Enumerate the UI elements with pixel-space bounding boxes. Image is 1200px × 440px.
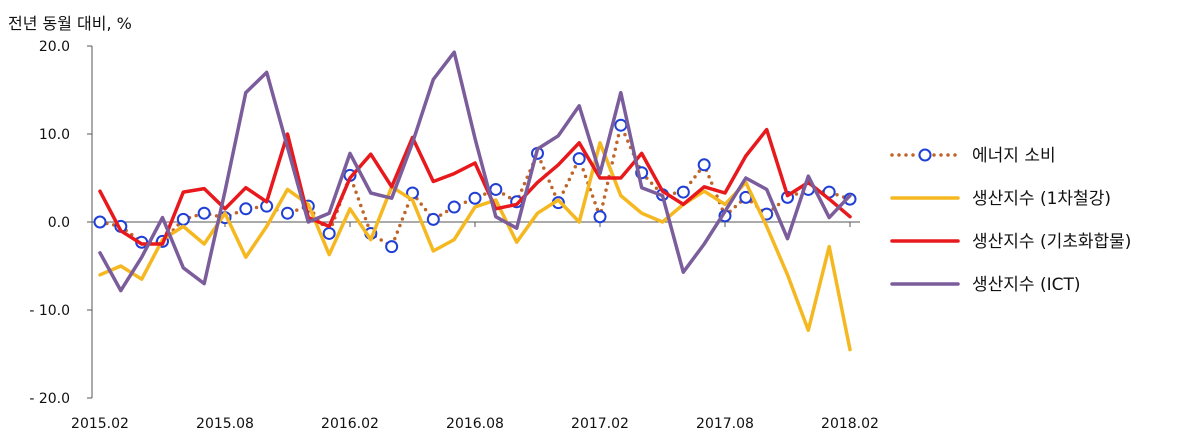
series-layer (93, 50, 857, 352)
x-tick-label: 2015.08 (196, 416, 254, 432)
legend-energy-marker (918, 148, 932, 162)
y-tick-label: 0.0 (48, 215, 70, 231)
series-energy-point (593, 210, 607, 224)
legend-label: 생산지수 (1차철강) (972, 189, 1111, 209)
x-tick-label: 2015.02 (71, 416, 129, 432)
series-energy-point (676, 185, 690, 199)
legend-label: 생산지수 (ICT) (972, 275, 1081, 295)
series-energy-point (239, 202, 253, 216)
series-chemicals-line (98, 127, 852, 246)
series-energy-point (697, 158, 711, 172)
series-energy-point (489, 182, 503, 196)
series-energy-point (197, 206, 211, 220)
series-energy-point (447, 200, 461, 214)
series-energy-point (176, 212, 190, 226)
series-energy-point (426, 212, 440, 226)
y-axis-unit-label: 전년 동월 대비, % (8, 14, 132, 33)
series-energy-point (93, 215, 107, 229)
legend-label: 에너지 소비 (972, 146, 1056, 166)
x-tick-label: 2016.08 (446, 416, 504, 432)
x-tick-label: 2017.02 (571, 416, 629, 432)
series-energy-point (572, 152, 586, 166)
series-energy-point (468, 191, 482, 205)
x-tick-label: 2017.08 (696, 416, 754, 432)
series-energy-point (385, 240, 399, 254)
y-tick-label: 20.0 (39, 39, 70, 55)
legend-label: 생산지수 (기초화합물) (972, 232, 1131, 252)
y-tick-label: 10.0 (39, 127, 70, 143)
series-energy-point (281, 206, 294, 220)
y-tick-label: - 10.0 (29, 303, 70, 319)
x-tick-label: 2016.02 (321, 416, 379, 432)
series-energy-point (322, 226, 336, 240)
x-tick-label: 2018.02 (821, 416, 879, 432)
y-tick-label: - 20.0 (29, 391, 70, 407)
series-energy-point (614, 118, 628, 132)
series-ict-line (98, 50, 852, 293)
series-steel-line (98, 141, 852, 352)
